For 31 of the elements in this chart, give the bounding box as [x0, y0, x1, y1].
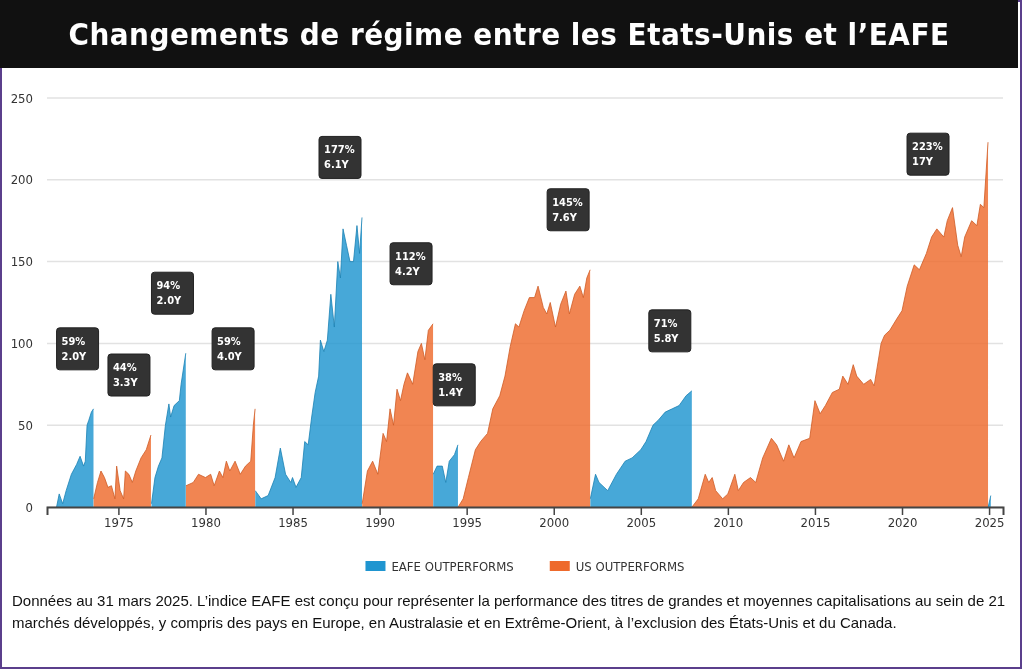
annotation: 38% 1.4Y: [438, 370, 464, 399]
y-tick-label: 0: [25, 499, 33, 515]
x-tick-label: 2015: [800, 515, 831, 531]
chart-title: Changements de régime entre les Etats-Unis et l’EAFE: [0, 0, 1018, 68]
x-tick-label: 2000: [539, 515, 570, 531]
x-tick-label: 2020: [887, 515, 918, 531]
y-tick-label: 50: [18, 417, 33, 433]
x-tick-label: 1995: [452, 515, 483, 531]
x-tick-label: 2005: [626, 515, 657, 531]
x-tick-label: 1985: [278, 515, 308, 531]
annotation: 44% 3.3Y: [112, 361, 139, 390]
x-tick-label: 2010: [713, 515, 744, 531]
legend-label: US OUTPERFORMS: [575, 559, 685, 574]
annotation: 94% 2.0Y: [156, 279, 183, 308]
annotation: 112% 4.2Y: [395, 249, 426, 278]
annotation: 71% 5.8Y: [653, 316, 680, 345]
x-tick-label: 2025: [974, 515, 1005, 531]
x-tick-label: 1975: [104, 515, 134, 531]
annotation: 223% 17Y: [912, 140, 943, 169]
legend-label: EAFE OUTPERFORMS: [391, 559, 514, 574]
x-tick-label: 1980: [191, 515, 221, 531]
y-tick-label: 200: [10, 172, 33, 188]
y-tick-label: 250: [10, 90, 33, 106]
annotation: 145% 7.6Y: [552, 195, 583, 224]
y-tick-label: 100: [10, 336, 33, 352]
text: Données au 31 mars 2025. L’indice EAFE est conçu pour représenter la performance des titres de grandes et moyennes capitalisations au sein de 21 marchés développés, y compris des pays en Europe, en Australasie et en Extrême-Orient, à l’exclusion des États-Unis et du Canada.: [12, 591, 1007, 633]
annotation: 59% 4.0Y: [217, 334, 243, 363]
x-tick-label: 1990: [365, 515, 395, 531]
annotation: 177% 6.1Y: [324, 143, 355, 172]
y-tick-label: 150: [10, 254, 33, 270]
annotation: 59% 2.0Y: [61, 334, 88, 363]
